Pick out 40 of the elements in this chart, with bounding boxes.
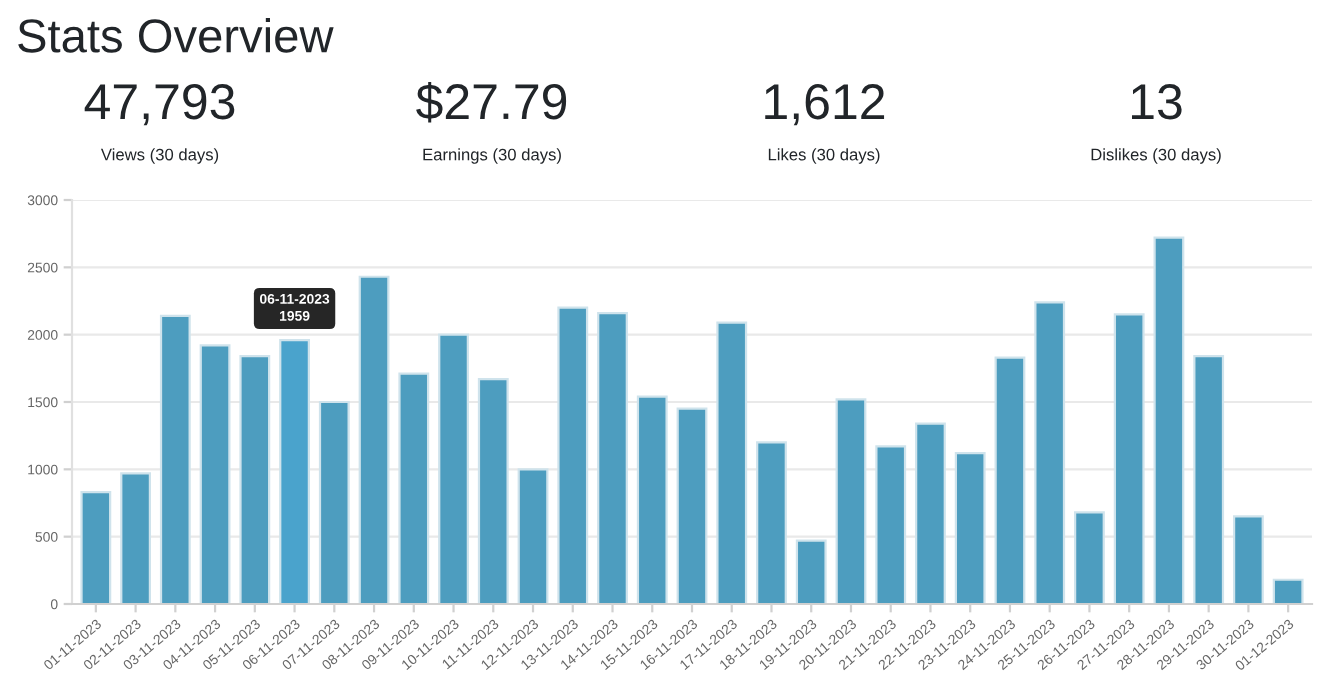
- bar: [795, 539, 827, 604]
- bar: [199, 344, 231, 604]
- bar: [477, 378, 509, 604]
- bar: [80, 491, 112, 604]
- bar: [994, 356, 1026, 604]
- bar: [915, 422, 946, 604]
- bar: [1113, 313, 1145, 604]
- text: Stats Overview: [18, 17, 334, 53]
- bar: [120, 472, 152, 604]
- bar: [954, 452, 986, 604]
- bar: [1153, 236, 1185, 604]
- bar: [517, 468, 549, 604]
- bar: [756, 441, 787, 604]
- text: $27.79: [416, 81, 567, 123]
- bar: [1232, 515, 1264, 604]
- bar: [318, 400, 350, 604]
- bar: [438, 333, 469, 604]
- bar: [1074, 511, 1105, 604]
- text: Likes (30 days): [768, 148, 880, 164]
- bar: [835, 398, 867, 604]
- bar: [398, 372, 430, 604]
- text: Views (30 days): [100, 148, 219, 164]
- bar: [636, 395, 668, 604]
- bar: [1034, 301, 1066, 604]
- bar: [1193, 355, 1225, 604]
- bar: [159, 314, 191, 604]
- bar: [716, 321, 748, 604]
- bar: [597, 312, 628, 604]
- bar: [358, 275, 390, 604]
- text: Dislikes (30 days): [1091, 148, 1221, 164]
- bar: [1272, 578, 1304, 604]
- text: 13: [1132, 84, 1182, 120]
- bar: [239, 355, 271, 604]
- bar: [875, 445, 907, 604]
- text: 1,612: [765, 84, 885, 126]
- text: Earnings (30 days): [423, 148, 561, 164]
- bar: [676, 407, 708, 604]
- bar: [279, 339, 310, 604]
- text: 47,793: [84, 84, 235, 126]
- bar: [557, 306, 589, 604]
